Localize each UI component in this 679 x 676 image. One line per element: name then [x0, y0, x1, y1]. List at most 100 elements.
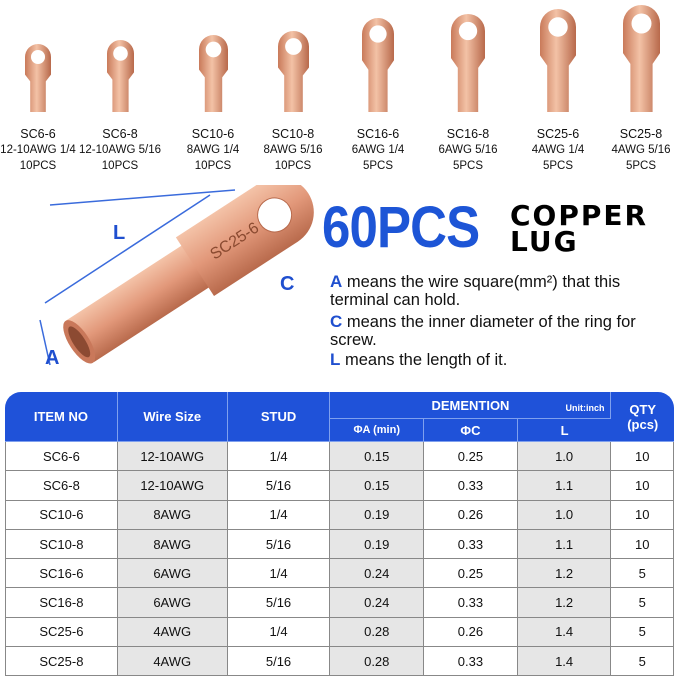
product-lug-image	[451, 14, 485, 117]
cell-wire-size: 6AWG	[117, 588, 228, 618]
headline-line2: LUG	[510, 225, 579, 258]
product-qty: 5PCS	[542, 160, 574, 172]
cell-item-no: SC25-8	[5, 647, 118, 676]
cell-diameter-a: 0.15	[330, 471, 425, 501]
cell-stud: 1/4	[227, 559, 331, 589]
cell-item-no: SC6-8	[5, 471, 118, 501]
label-c: C	[280, 273, 295, 295]
lug-hole	[257, 197, 293, 233]
product-label: SC16-8 6AWG 5/16 5PCS	[426, 126, 510, 174]
cell-diameter-a: 0.24	[330, 559, 425, 589]
cell-stud: 1/4	[227, 500, 331, 530]
cell-stud: 1/4	[227, 617, 331, 648]
product-spec: 4AWG 1/4	[531, 144, 585, 156]
product-qty: 5PCS	[625, 160, 657, 172]
table-row: SC16-8 6AWG 5/16 0.24 0.33 1.2 5	[5, 588, 674, 618]
table-row: SC10-8 8AWG 5/16 0.19 0.33 1.1 10	[5, 529, 674, 560]
header-item: ITEM NO	[5, 392, 118, 442]
legend-key: L	[330, 350, 341, 369]
cell-diameter-a: 0.15	[330, 442, 425, 472]
product-model: SC16-6	[356, 127, 400, 141]
product-model: SC25-6	[536, 127, 580, 141]
cell-diameter-a: 0.28	[330, 647, 425, 676]
product-lug-image	[362, 18, 394, 117]
cell-stud: 5/16	[227, 647, 331, 676]
header-dimension: DEMENTION Unit:inch	[330, 392, 612, 419]
product-qty: 10PCS	[274, 160, 312, 172]
legend-a: A means the wire square(mm²) that this t…	[330, 272, 675, 310]
cell-qty: 10	[611, 471, 674, 501]
headline-product: COPPER LUG	[510, 199, 649, 258]
cell-item-no: SC16-8	[5, 588, 118, 618]
cell-length: 1.1	[517, 529, 612, 560]
dimension-line	[49, 189, 236, 206]
cell-qty: 5	[611, 617, 674, 648]
cell-length: 1.0	[517, 442, 612, 472]
legend-key: A	[330, 272, 343, 291]
label-l: L	[113, 222, 126, 244]
cell-diameter-c: 0.25	[424, 442, 518, 472]
cell-qty: 10	[611, 442, 674, 472]
product-qty: 10PCS	[19, 160, 57, 172]
cell-diameter-c: 0.26	[424, 617, 518, 648]
headline-count: 60PCS	[322, 195, 480, 260]
cell-diameter-c: 0.25	[424, 559, 518, 589]
product-label: SC16-6 6AWG 1/4 5PCS	[336, 126, 420, 174]
cell-wire-size: 8AWG	[117, 500, 228, 530]
product-spec: 6AWG 5/16	[438, 144, 498, 156]
cell-diameter-a: 0.24	[330, 588, 425, 618]
product-model: SC10-6	[191, 127, 235, 141]
product-lug-image	[25, 44, 51, 117]
cell-qty: 5	[611, 559, 674, 589]
product-spec: 4AWG 5/16	[611, 144, 671, 156]
length-arrow	[44, 194, 211, 304]
copper-lug-diagram: SC25-6	[39, 185, 314, 366]
product-qty: 10PCS	[101, 160, 139, 172]
product-label: SC10-6 8AWG 1/4 10PCS	[171, 126, 255, 174]
product-label: SC25-6 4AWG 1/4 5PCS	[516, 126, 600, 174]
table-row: SC10-6 8AWG 1/4 0.19 0.26 1.0 10	[5, 500, 674, 530]
header-a: ΦA (min)	[330, 419, 425, 442]
cell-qty: 10	[611, 500, 674, 530]
product-model: SC6-8	[102, 127, 138, 141]
header-wire: Wire Size	[117, 392, 228, 442]
cell-wire-size: 6AWG	[117, 559, 228, 589]
cell-length: 1.4	[517, 617, 612, 648]
product-spec: 12-10AWG 1/4	[0, 144, 76, 156]
product-model: SC10-8	[271, 127, 315, 141]
cell-diameter-c: 0.33	[424, 529, 518, 560]
product-label: SC6-6 12-10AWG 1/4 10PCS	[0, 126, 80, 174]
legend-c: C means the inner diameter of the ring f…	[330, 312, 675, 350]
cell-item-no: SC6-6	[5, 442, 118, 472]
cell-stud: 5/16	[227, 529, 331, 560]
headline-line1: COPPER	[510, 199, 649, 232]
cell-qty: 5	[611, 588, 674, 618]
cell-wire-size: 8AWG	[117, 529, 228, 560]
legend-l: L means the length of it.	[330, 350, 675, 370]
lug-barrel	[65, 241, 216, 363]
cell-diameter-c: 0.26	[424, 500, 518, 530]
product-qty: 5PCS	[452, 160, 484, 172]
product-model: SC16-8	[446, 127, 490, 141]
table-row: SC6-6 12-10AWG 1/4 0.15 0.25 1.0 10	[5, 442, 674, 472]
cell-wire-size: 4AWG	[117, 647, 228, 676]
header-stud: STUD	[227, 392, 331, 442]
product-qty: 10PCS	[194, 160, 232, 172]
cell-wire-size: 12-10AWG	[117, 442, 228, 472]
cell-qty: 5	[611, 647, 674, 676]
cell-stud: 5/16	[227, 471, 331, 501]
product-spec: 12-10AWG 5/16	[78, 144, 162, 156]
product-model: SC6-6	[20, 127, 56, 141]
legend-key: C	[330, 312, 343, 331]
product-spec: 8AWG 5/16	[263, 144, 323, 156]
cell-item-no: SC10-8	[5, 529, 118, 560]
spec-table: ITEM NO Wire Size STUD DEMENTION Unit:inc…	[5, 392, 674, 676]
cell-diameter-a: 0.19	[330, 500, 425, 530]
product-lug-image	[540, 9, 576, 117]
cell-stud: 5/16	[227, 588, 331, 618]
unit-label: Unit:inch	[565, 403, 605, 413]
cell-diameter-a: 0.28	[330, 617, 425, 648]
table-row: SC25-8 4AWG 5/16 0.28 0.33 1.4 5	[5, 647, 674, 676]
cell-length: 1.0	[517, 500, 612, 530]
header-l: L	[517, 419, 612, 442]
